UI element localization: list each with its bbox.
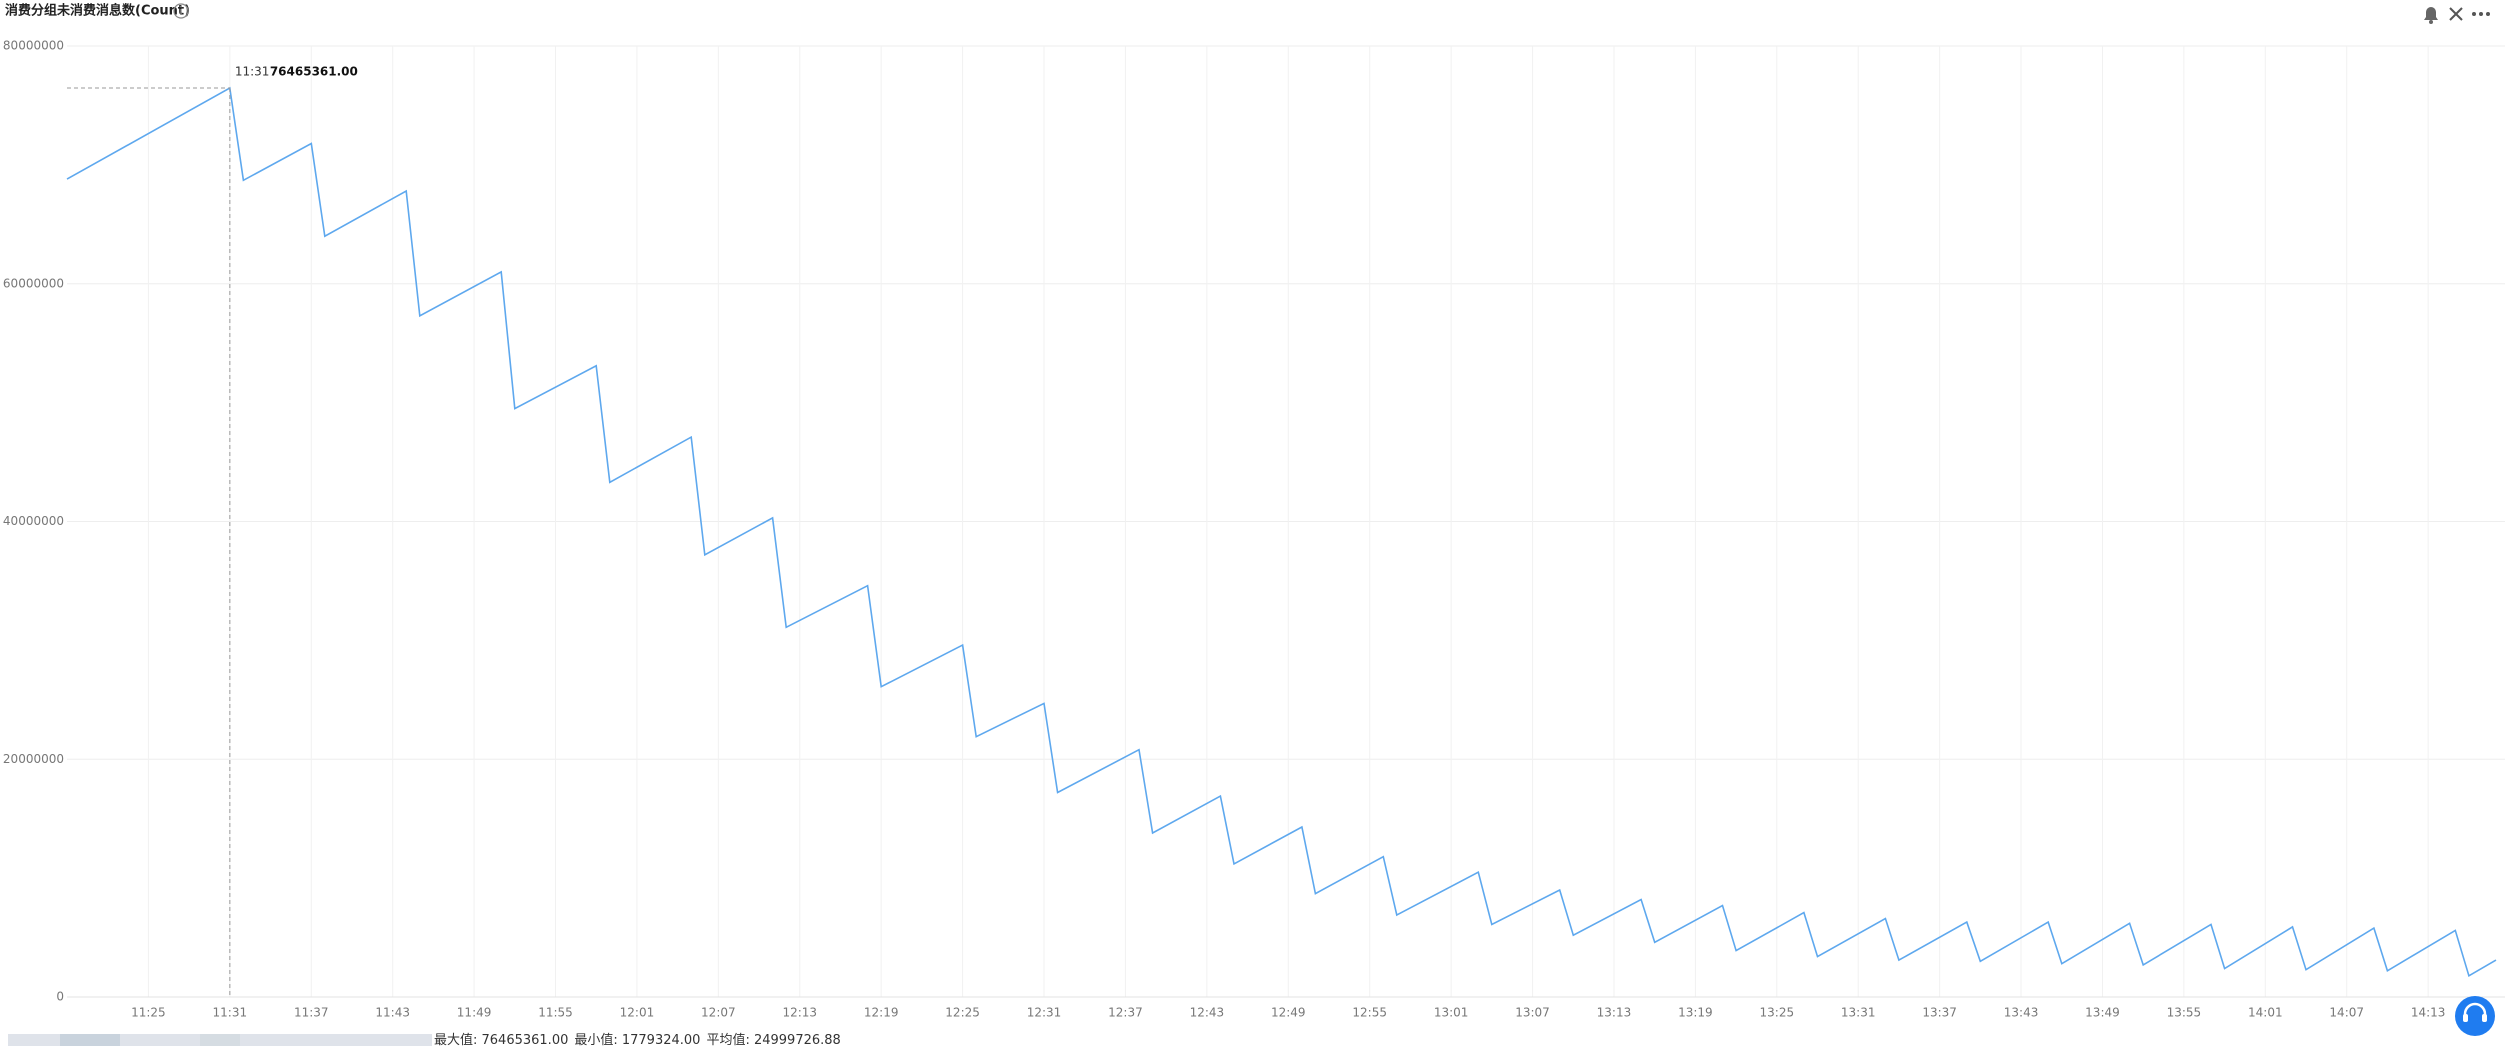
x-tick-label: 13:25 [1760, 1006, 1795, 1020]
y-tick-label: 20000000 [3, 752, 64, 766]
x-tick-label: 11:49 [457, 1006, 492, 1020]
y-tick-label: 60000000 [3, 276, 64, 290]
y-tick-label: 80000000 [3, 39, 64, 53]
x-tick-label: 14:01 [2248, 1006, 2283, 1020]
stat: 最小值: 1779324.00 [574, 1032, 700, 1048]
stat: 最大值: 76465361.00 [434, 1032, 568, 1048]
x-tick-label: 13:49 [2085, 1006, 2120, 1020]
x-tick-label: 14:07 [2329, 1006, 2364, 1020]
stat: 平均值: 24999726.88 [706, 1032, 840, 1048]
tooltip-time: 11:31 [235, 65, 270, 79]
x-tick-label: 13:55 [2167, 1006, 2202, 1020]
stats: 最大值: 76465361.00 最小值: 1779324.00 平均值: 2499… [434, 1032, 841, 1048]
legend-blurred [8, 1034, 432, 1046]
x-tick-label: 12:01 [620, 1006, 655, 1020]
x-tick-label: 12:43 [1190, 1006, 1225, 1020]
x-tick-label: 11:25 [131, 1006, 166, 1020]
x-tick-label: 12:13 [782, 1006, 817, 1020]
x-tick-label: 12:37 [1108, 1006, 1143, 1020]
y-tick-label: 0 [56, 990, 64, 1004]
info-icon[interactable] [173, 3, 189, 19]
x-tick-label: 11:31 [213, 1006, 248, 1020]
x-tick-label: 12:25 [945, 1006, 980, 1020]
x-tick-label: 11:37 [294, 1006, 329, 1020]
x-tick-label: 12:07 [701, 1006, 736, 1020]
x-tick-label: 11:55 [538, 1006, 573, 1020]
x-tick-label: 13:13 [1597, 1006, 1632, 1020]
x-tick-label: 12:55 [1352, 1006, 1387, 1020]
more-icon[interactable] [2472, 12, 2490, 16]
x-tick-label: 14:13 [2411, 1006, 2446, 1020]
x-tick-label: 13:37 [1922, 1006, 1957, 1020]
bell-icon[interactable] [2424, 7, 2438, 24]
help-button[interactable] [2455, 996, 2495, 1036]
close-icon[interactable] [2449, 7, 2463, 21]
x-tick-label: 13:07 [1515, 1006, 1550, 1020]
x-tick-label: 12:31 [1027, 1006, 1062, 1020]
tooltip-value: 76465361.00 [270, 65, 358, 79]
y-tick-label: 40000000 [3, 514, 64, 528]
chart-title: 消费分组未消费消息数(Count) [5, 3, 190, 19]
x-tick-label: 13:43 [2004, 1006, 2039, 1020]
x-tick-label: 13:31 [1841, 1006, 1876, 1020]
series-line [66, 86, 2497, 978]
x-tick-label: 13:01 [1434, 1006, 1469, 1020]
x-tick-label: 13:19 [1678, 1006, 1713, 1020]
x-tick-label: 11:43 [375, 1006, 410, 1020]
x-tick-label: 12:19 [864, 1006, 899, 1020]
x-tick-label: 12:49 [1271, 1006, 1306, 1020]
